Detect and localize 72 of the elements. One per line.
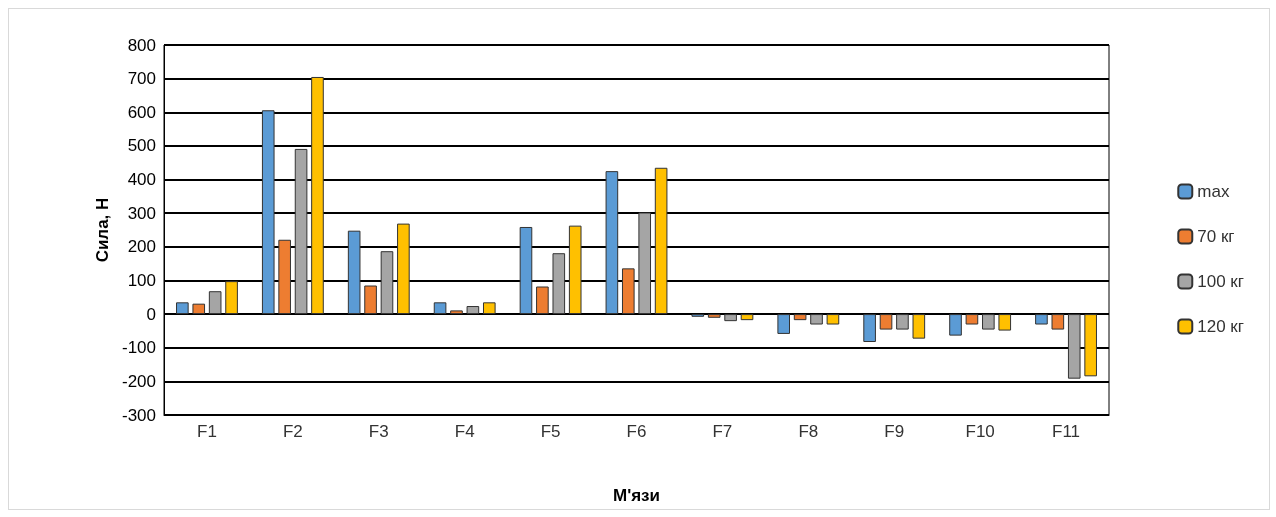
y-tick-label: 400 [127,170,156,190]
y-tick-label: -200 [121,371,156,391]
bar [793,314,807,321]
legend-label: 120 кг [1197,317,1245,336]
legend-label: 70 кг [1197,227,1235,246]
bar [707,314,721,318]
legend-label: max [1197,182,1230,201]
x-axis-title: М'язи [612,486,661,505]
x-tick-label: F11 [1052,422,1081,441]
bar [536,286,549,315]
bar [740,314,754,321]
bar [724,314,737,322]
y-axis-title: Сила, Н [93,197,113,263]
bar [433,302,447,315]
bar [294,148,308,315]
bar [965,314,979,325]
bar [654,167,668,315]
x-tick-label: F5 [540,422,561,441]
bar [397,223,410,315]
bar [568,225,582,315]
bar [863,314,876,343]
bar [519,226,533,315]
bar [621,268,635,315]
bar [192,303,206,315]
bar [896,314,909,330]
x-tick-label: F9 [884,422,905,441]
bar [605,171,619,315]
y-tick-label: 500 [127,136,156,156]
bar [826,314,840,325]
bar [364,285,377,315]
x-tick-label: F10 [965,422,995,441]
x-tick-label: F2 [282,422,303,441]
bar [1084,314,1097,377]
y-tick-label: 200 [127,237,156,257]
bar [482,302,496,315]
y-tick-label: 300 [127,203,156,223]
x-tick-label: F1 [197,422,217,441]
bar [466,306,480,315]
bar [1035,314,1048,325]
x-tick-label: F4 [454,422,475,441]
bar [777,314,791,334]
bar [261,110,275,315]
bar [949,314,962,336]
y-tick-label: 0 [146,304,156,324]
x-tick-label: F7 [712,422,733,441]
y-tick-label: 600 [127,102,156,122]
bar [1051,314,1065,330]
bar [879,314,893,330]
bar [278,239,291,315]
y-tick-label: -100 [121,338,156,358]
bar [347,230,361,315]
x-tick-label: F8 [798,422,819,441]
bar [208,291,222,315]
bar [380,251,394,315]
legend-label: 100 кг [1197,272,1245,291]
y-tick-label: 700 [127,69,156,89]
bar [998,314,1012,331]
bar [982,314,995,330]
bar [311,76,324,315]
y-tick-label: 800 [127,35,156,55]
bar [225,281,238,315]
x-tick-label: F3 [368,422,389,441]
bar [638,212,652,315]
bar [912,314,926,339]
y-tick-label: -300 [121,405,156,425]
bar [552,253,566,315]
x-tick-label: F6 [626,422,647,441]
y-tick-label: 100 [127,270,156,290]
bar [810,314,823,325]
bar [450,310,463,315]
bar [1067,314,1081,379]
bar [176,302,189,315]
